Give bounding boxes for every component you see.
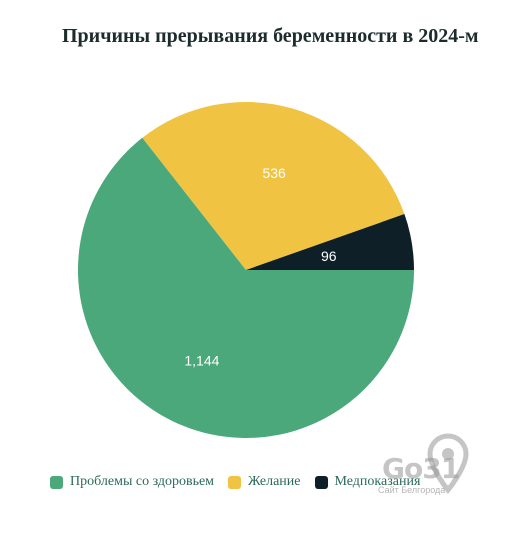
slice-health[interactable]	[78, 137, 415, 439]
legend-item-desire[interactable]: Желание	[228, 474, 301, 490]
legend-item-medical[interactable]: Медпоказания	[314, 474, 421, 490]
data-label-desire: 536	[262, 165, 286, 181]
data-label-health: 1,144	[184, 353, 219, 369]
chart-legend: Проблемы со здоровьем Желание Медпоказан…	[50, 474, 434, 490]
legend-label-medical: Медпоказания	[334, 474, 421, 489]
slice-desire[interactable]	[142, 102, 405, 270]
legend-item-health[interactable]: Проблемы со здоровьем	[50, 474, 214, 490]
data-label-medical: 96	[321, 248, 337, 264]
slice-medical[interactable]	[246, 214, 415, 270]
legend-swatch-medical	[314, 475, 328, 489]
chart-title: Причины прерывания беременности в 2024-м	[62, 25, 479, 47]
legend-swatch-health	[50, 475, 63, 489]
legend-swatch-desire	[228, 475, 242, 489]
legend-label-health: Проблемы со здоровьем	[70, 474, 215, 489]
legend-label-desire: Желание	[248, 474, 301, 489]
